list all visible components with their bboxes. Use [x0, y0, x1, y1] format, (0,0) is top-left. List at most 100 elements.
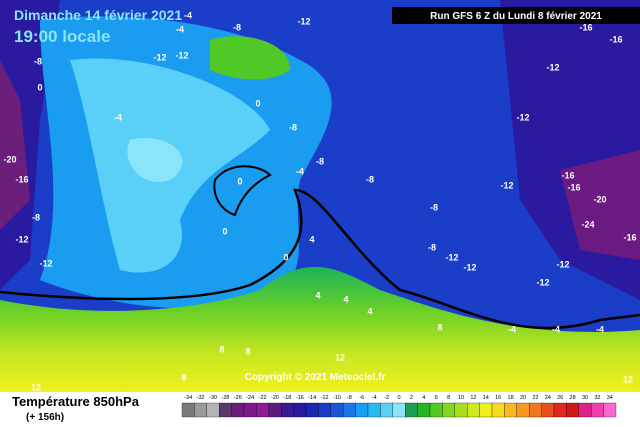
map-label: -4 — [296, 166, 304, 176]
scale-swatch — [343, 402, 356, 418]
scale-swatch — [529, 402, 542, 418]
map-label: 8 — [245, 346, 250, 356]
scale-label: 32 — [594, 395, 600, 401]
scale-label: 22 — [532, 395, 538, 401]
scale-label: 6 — [435, 395, 438, 401]
map-label: 0 — [237, 176, 242, 186]
scale-swatch — [504, 402, 517, 418]
scale-swatch — [491, 402, 505, 418]
scale-swatch — [268, 402, 282, 418]
map-label: -8 — [233, 22, 241, 32]
map-label: -24 — [581, 219, 594, 229]
scale-swatch — [318, 402, 331, 418]
map-label: -20 — [593, 194, 606, 204]
scale-label: -2 — [384, 395, 389, 401]
scale-swatch — [442, 402, 455, 418]
scale-label: -28 — [221, 395, 229, 401]
scale-label: 28 — [570, 395, 576, 401]
scale-label: -20 — [271, 395, 279, 401]
scale-label: 30 — [582, 395, 588, 401]
scale-label: 8 — [447, 395, 450, 401]
scale-label: -16 — [296, 395, 304, 401]
map-labels: -8 -12 -12 -4 -4 -8 -12 -16 -16 -12 -12 -16 -16 -12 -2… — [3, 10, 636, 392]
scale-label: 18 — [508, 395, 514, 401]
map-label: 0 — [255, 98, 260, 108]
scale-swatch — [405, 402, 418, 418]
map-label: 8 — [437, 322, 442, 332]
scale-label: -4 — [372, 395, 377, 401]
map-label: -12 — [546, 62, 559, 72]
lead-text: (+ 156h) — [26, 412, 64, 423]
map-label: 0 — [222, 226, 227, 236]
scale-swatch — [243, 402, 257, 418]
very-cold-region — [0, 60, 30, 230]
map-label: 0 — [37, 82, 42, 92]
scale-label: -26 — [234, 395, 242, 401]
scale-label: 10 — [458, 395, 464, 401]
scale-swatch — [429, 402, 443, 418]
map-label: 4 — [343, 294, 348, 304]
scale-swatch — [194, 402, 207, 418]
map-label: 12 — [335, 352, 345, 362]
map-label: -4 — [176, 24, 184, 34]
map-label: -8 — [34, 56, 42, 66]
map-label: 4 — [309, 234, 314, 244]
scale-label: -12 — [321, 395, 329, 401]
scale-label: -22 — [259, 395, 267, 401]
scale-swatch — [467, 402, 480, 418]
scale-swatch — [219, 402, 232, 418]
scale-swatch — [256, 402, 269, 418]
map-label: -12 — [175, 50, 188, 60]
scale-swatch — [392, 402, 406, 418]
map-label: -16 — [623, 232, 636, 242]
swirl — [127, 138, 183, 182]
scale-label: 4 — [422, 395, 425, 401]
scale-label: 12 — [470, 395, 476, 401]
map-label: -16 — [567, 182, 580, 192]
iceland-land — [210, 36, 290, 80]
scale-swatch — [578, 402, 592, 418]
scale-swatch — [454, 402, 468, 418]
scale-label: -30 — [209, 395, 217, 401]
scale-label: -6 — [359, 395, 364, 401]
scale-label: 14 — [483, 395, 489, 401]
map-label: -12 — [39, 258, 52, 268]
run-text: Run GFS 6 Z du Lundi 8 février 2021 — [430, 11, 602, 22]
scale-label: 16 — [495, 395, 501, 401]
scale-swatch — [541, 402, 555, 418]
time-text: 19:00 locale — [14, 27, 110, 46]
map-label: -12 — [297, 16, 310, 26]
scale-label: -18 — [283, 395, 291, 401]
map-label: -12 — [536, 277, 549, 287]
map-label: -8 — [32, 212, 40, 222]
map-label: -8 — [316, 156, 324, 166]
map-label: -12 — [516, 112, 529, 122]
variable-text: Température 850hPa — [12, 394, 140, 409]
scale-swatch — [355, 402, 369, 418]
map-label: -20 — [3, 154, 16, 164]
map-label: 8 — [219, 344, 224, 354]
map-label: -16 — [15, 174, 28, 184]
scale-label: 26 — [557, 395, 563, 401]
date-text: Dimanche 14 février 2021 — [14, 7, 182, 23]
scale-label: 20 — [520, 395, 526, 401]
map-label: 4 — [367, 306, 372, 316]
very-cold-region — [560, 150, 640, 260]
map-label: -16 — [561, 170, 574, 180]
scale-label: -32 — [197, 395, 205, 401]
map-label: -12 — [153, 52, 166, 62]
scale-swatch — [553, 402, 567, 418]
scale-label: -34 — [184, 395, 192, 401]
map-label: -16 — [579, 22, 592, 32]
map-label: -4 — [508, 324, 516, 334]
map-label: -12 — [445, 252, 458, 262]
map-label: -8 — [366, 174, 374, 184]
scale-swatch — [281, 402, 294, 418]
scale-swatch — [330, 402, 344, 418]
map-label: -12 — [556, 259, 569, 269]
scale-label: -14 — [308, 395, 316, 401]
map-label: -12 — [500, 180, 513, 190]
scale-label: 0 — [397, 395, 400, 401]
map-label: -16 — [609, 34, 622, 44]
